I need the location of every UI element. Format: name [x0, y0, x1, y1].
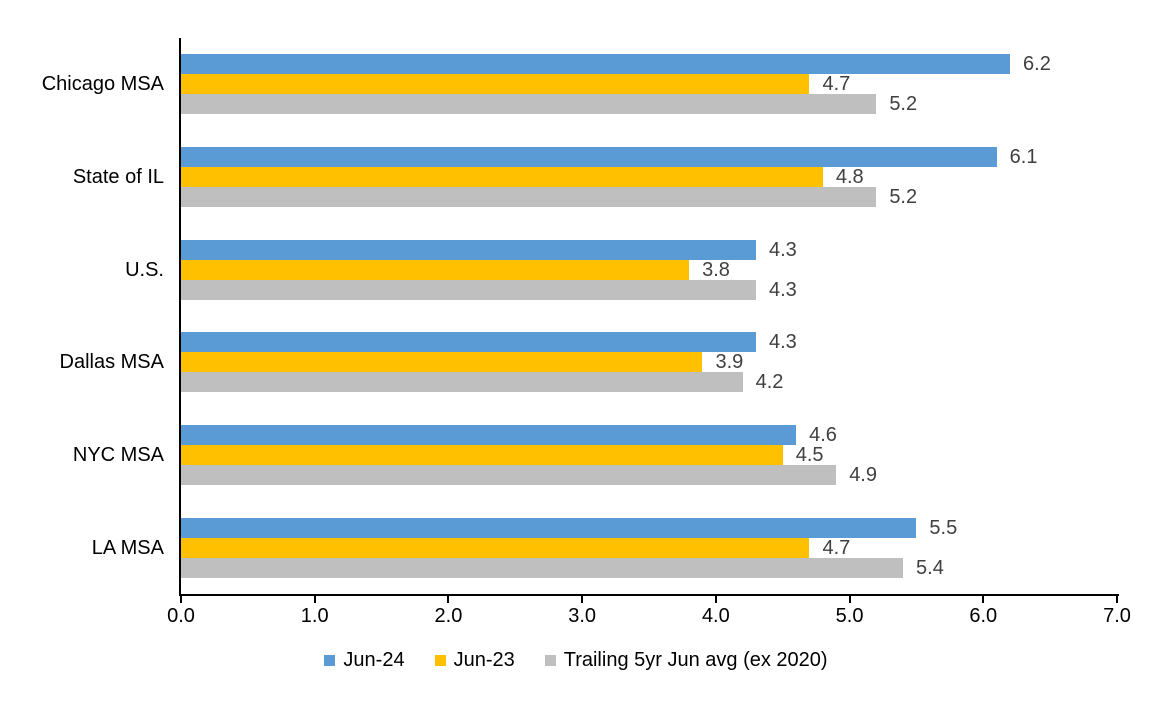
- bar: [181, 372, 743, 393]
- bar: [181, 74, 810, 95]
- x-tick-mark: [581, 594, 584, 603]
- category-label: Chicago MSA: [41, 73, 164, 96]
- x-tick-mark: [982, 594, 985, 603]
- legend-item: Trailing 5yr Jun avg (ex 2020): [544, 648, 828, 672]
- bar-value-label: 5.5: [929, 516, 958, 539]
- bar: [181, 465, 837, 485]
- x-tick-label: 2.0: [434, 605, 463, 627]
- bar: [181, 94, 877, 115]
- plot-area: 6.2 4.7 5.2 6.1 4.8 5.2 4.3 3.8 4.3 4.3 3.9 4.2 4.6 4…: [181, 38, 1117, 594]
- bar-value-label: 4.5: [795, 444, 824, 466]
- y-axis-line: [179, 38, 181, 596]
- legend-label: Jun-24: [343, 649, 405, 671]
- category-label: LA MSA: [91, 536, 164, 559]
- bar: [181, 239, 756, 260]
- x-axis-line: [179, 594, 1119, 596]
- legend-swatch-icon: [544, 654, 556, 666]
- x-tick-label: 6.0: [969, 605, 998, 627]
- bar-value-label: 5.2: [889, 93, 918, 116]
- x-tick-mark: [447, 594, 450, 603]
- bar-value-label: 6.2: [1023, 53, 1051, 76]
- legend-item: Jun-24: [324, 648, 405, 672]
- bar-value-label: 5.4: [916, 556, 944, 579]
- bar-value-label: 3.9: [715, 351, 744, 374]
- category-label: NYC MSA: [72, 444, 164, 466]
- bar: [181, 332, 756, 353]
- category-label: State of IL: [72, 166, 164, 188]
- bar-value-label: 4.3: [768, 278, 797, 301]
- bar-value-label: 4.2: [755, 371, 784, 394]
- bar: [181, 517, 917, 538]
- x-tick-mark: [714, 594, 717, 603]
- x-tick-label: 1.0: [300, 605, 329, 627]
- x-tick-label: 5.0: [835, 605, 864, 627]
- legend-label: Trailing 5yr Jun avg (ex 2020): [563, 649, 828, 671]
- bar-value-label: 5.2: [889, 186, 918, 208]
- bar-value-label: 4.7: [822, 536, 851, 559]
- bar: [181, 537, 810, 558]
- bar: [181, 445, 783, 465]
- bar-value-label: 4.3: [768, 331, 797, 354]
- x-tick-mark: [1116, 594, 1118, 603]
- legend: Jun-24 Jun-23 Trailing 5yr Jun avg (ex 202…: [0, 646, 1152, 674]
- x-tick-mark: [313, 594, 316, 603]
- legend-label: Jun-23: [453, 649, 515, 671]
- x-tick-label: 0.0: [167, 605, 195, 627]
- bar: [181, 279, 756, 300]
- x-tick-label: 3.0: [568, 605, 597, 627]
- x-tick-label: 7.0: [1103, 605, 1131, 627]
- bar-value-label: 4.9: [849, 464, 877, 486]
- bar-value-label: 4.3: [768, 238, 797, 261]
- bar: [181, 425, 797, 445]
- bar: [181, 167, 823, 187]
- bar: [181, 147, 997, 167]
- bar-value-label: 6.1: [1009, 146, 1038, 168]
- bar-value-label: 4.7: [822, 73, 851, 96]
- bar-value-label: 4.6: [809, 424, 837, 446]
- category-label: U.S.: [125, 258, 164, 281]
- bar-value-label: 3.8: [702, 258, 730, 281]
- category-label: Dallas MSA: [59, 351, 164, 374]
- legend-item: Jun-23: [434, 648, 515, 672]
- bar: [181, 557, 904, 578]
- bar-value-label: 4.8: [835, 166, 864, 188]
- bar: [181, 187, 877, 207]
- bar: [181, 54, 1011, 75]
- bar: [181, 259, 690, 280]
- legend-swatch-icon: [324, 654, 336, 666]
- x-tick-label: 4.0: [701, 605, 730, 627]
- x-tick-mark: [848, 594, 851, 603]
- x-tick-mark: [180, 594, 182, 603]
- bar: [181, 352, 703, 373]
- legend-swatch-icon: [434, 654, 446, 666]
